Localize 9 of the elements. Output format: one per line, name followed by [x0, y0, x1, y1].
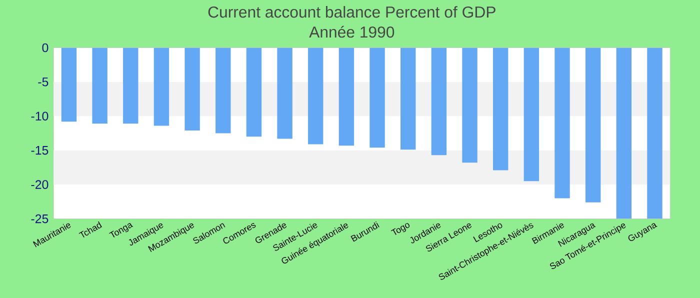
chart-subtitle: Année 1990: [309, 26, 394, 38]
y-tick-label: 0: [42, 43, 48, 52]
x-tick-label: Togo: [390, 222, 410, 235]
chart-title: Current account balance Percent of GDP: [208, 6, 496, 18]
y-tick-label: -10: [31, 112, 48, 120]
y-tick-label: -20: [31, 180, 48, 189]
y-tick-label: -5: [38, 77, 48, 86]
y-tick-label: -15: [31, 146, 48, 155]
y-tick-label: -25: [31, 214, 48, 224]
